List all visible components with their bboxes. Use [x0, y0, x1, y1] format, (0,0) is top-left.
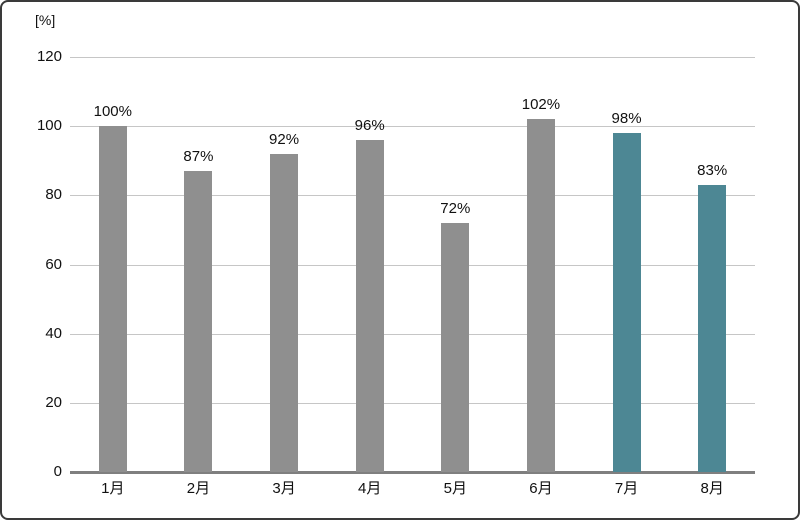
- x-tick-label: 2月: [186, 480, 211, 497]
- gridline: [70, 333, 755, 335]
- x-tick-label: 6月: [529, 480, 553, 497]
- x-axis-line: [70, 471, 755, 474]
- y-tick-label: 0: [53, 463, 62, 480]
- bar: [98, 126, 127, 472]
- bar-value-label: 72%: [440, 200, 471, 217]
- bar: [441, 223, 470, 472]
- y-tick-label: 20: [45, 393, 62, 411]
- x-tick-label: 7月: [614, 480, 639, 497]
- bar-value-label: 87%: [183, 148, 214, 166]
- bar: [698, 184, 727, 472]
- bar: [526, 119, 555, 472]
- x-tick-label: 4月: [358, 480, 382, 497]
- x-tick-label: 3月: [272, 480, 296, 497]
- y-tick-label: 80: [45, 186, 62, 204]
- y-axis-unit-label: [%]: [35, 12, 56, 28]
- bar-value-label: 102%: [521, 96, 561, 114]
- bar: [184, 171, 213, 472]
- bar: [270, 153, 299, 472]
- gridline: [70, 402, 755, 404]
- gridline: [70, 264, 755, 266]
- y-tick-label: 40: [45, 324, 62, 342]
- bar: [355, 140, 384, 472]
- x-tick-label: 1月: [101, 480, 125, 497]
- bar-value-label: 83%: [697, 161, 728, 179]
- bar: [612, 133, 641, 472]
- y-tick-label: 100: [36, 117, 62, 135]
- bar-value-label: 98%: [611, 110, 642, 128]
- gridline: [70, 126, 755, 128]
- bar-value-label: 92%: [269, 130, 300, 148]
- bar-value-label: 96%: [354, 117, 385, 134]
- y-tick-label: 120: [36, 48, 62, 65]
- gridline: [70, 57, 755, 58]
- y-tick-label: 60: [45, 255, 62, 273]
- x-tick-label: 8月: [700, 480, 724, 497]
- bar-value-label: 100%: [93, 103, 132, 121]
- gridline: [70, 195, 755, 197]
- x-tick-label: 5月: [443, 480, 467, 497]
